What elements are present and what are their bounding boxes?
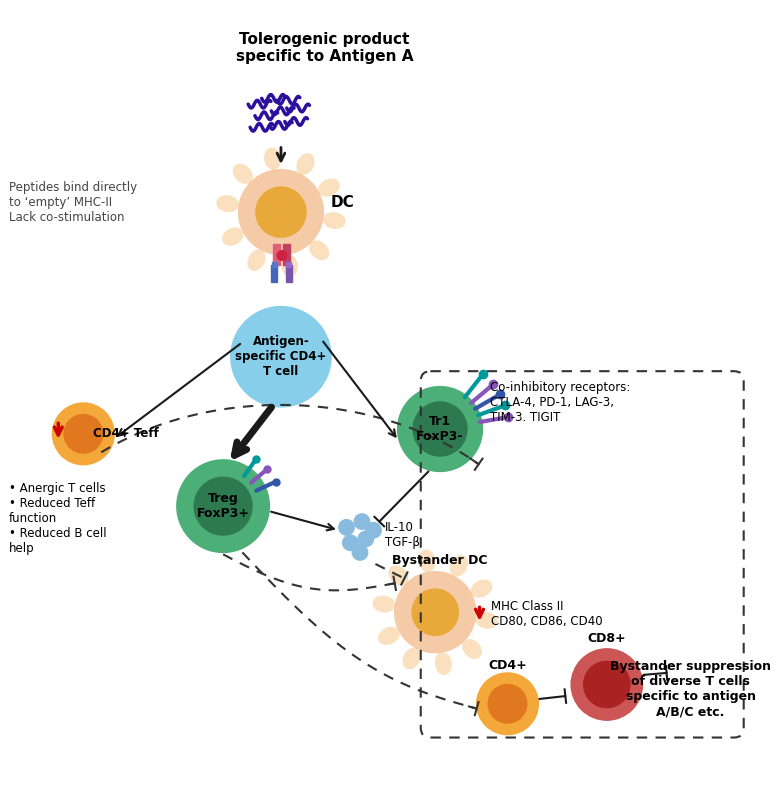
Text: Bystander DC: Bystander DC: [392, 554, 488, 567]
Circle shape: [230, 306, 331, 407]
Circle shape: [413, 402, 467, 456]
Ellipse shape: [319, 179, 339, 196]
Circle shape: [358, 531, 373, 546]
Ellipse shape: [297, 154, 314, 174]
Bar: [286, 265, 292, 282]
Text: DC: DC: [331, 195, 355, 210]
Ellipse shape: [403, 649, 420, 669]
Circle shape: [352, 545, 368, 560]
Ellipse shape: [217, 196, 238, 211]
Text: Tolerogenic product
specific to Antigen A: Tolerogenic product specific to Antigen …: [236, 32, 413, 64]
Circle shape: [177, 460, 270, 552]
Text: Antigen-
specific CD4+
T cell: Antigen- specific CD4+ T cell: [235, 335, 327, 378]
Ellipse shape: [389, 566, 408, 584]
Bar: [274, 244, 280, 265]
Ellipse shape: [451, 556, 467, 576]
Circle shape: [488, 684, 527, 723]
Bar: [283, 244, 289, 265]
Text: MHC Class II
CD80, CD86, CD40: MHC Class II CD80, CD86, CD40: [491, 600, 603, 628]
Circle shape: [477, 673, 539, 734]
Circle shape: [354, 514, 369, 530]
Circle shape: [64, 414, 103, 453]
Ellipse shape: [310, 241, 328, 260]
Text: Peptides bind directly
to ‘empty’ MHC-II
Lack co-stimulation: Peptides bind directly to ‘empty’ MHC-II…: [9, 181, 137, 224]
Text: Co-inhibitory receptors:
CTLA-4, PD-1, LAG-3,
TIM-3. TIGIT: Co-inhibitory receptors: CTLA-4, PD-1, L…: [490, 380, 630, 423]
Ellipse shape: [248, 250, 265, 270]
Circle shape: [53, 403, 114, 465]
Bar: [272, 262, 277, 267]
Circle shape: [394, 571, 476, 653]
Circle shape: [397, 387, 482, 472]
Circle shape: [194, 477, 252, 535]
Circle shape: [339, 520, 354, 535]
Text: CD4+ Teff: CD4+ Teff: [93, 427, 159, 440]
Bar: [286, 262, 291, 267]
Ellipse shape: [419, 550, 435, 571]
Circle shape: [277, 251, 287, 260]
Text: IL-10
TGF-β: IL-10 TGF-β: [385, 521, 420, 549]
Circle shape: [571, 649, 642, 721]
Text: Treg
FoxP3+: Treg FoxP3+: [197, 492, 249, 520]
Ellipse shape: [265, 148, 281, 169]
Ellipse shape: [463, 640, 481, 659]
Circle shape: [412, 589, 459, 635]
Bar: [271, 265, 277, 282]
Circle shape: [238, 170, 323, 255]
Text: CD8+: CD8+: [587, 632, 626, 645]
Circle shape: [256, 187, 306, 237]
Ellipse shape: [373, 596, 394, 612]
Ellipse shape: [223, 228, 243, 245]
Ellipse shape: [436, 653, 451, 674]
Circle shape: [366, 522, 381, 538]
Ellipse shape: [471, 580, 492, 597]
Text: CD4+: CD4+: [488, 659, 527, 671]
Ellipse shape: [379, 627, 399, 644]
Ellipse shape: [324, 213, 345, 228]
Text: Tr1
FoxP3-: Tr1 FoxP3-: [416, 415, 464, 443]
Circle shape: [583, 662, 630, 708]
Text: • Anergic T cells
• Reduced Teff
function
• Reduced B cell
help: • Anergic T cells • Reduced Teff functio…: [9, 482, 107, 555]
Text: Bystander suppression
of diverse T cells
specific to antigen
A/B/C etc.: Bystander suppression of diverse T cells…: [610, 660, 771, 718]
Ellipse shape: [234, 164, 252, 183]
Circle shape: [343, 535, 358, 550]
Ellipse shape: [281, 255, 297, 276]
Ellipse shape: [476, 613, 497, 628]
